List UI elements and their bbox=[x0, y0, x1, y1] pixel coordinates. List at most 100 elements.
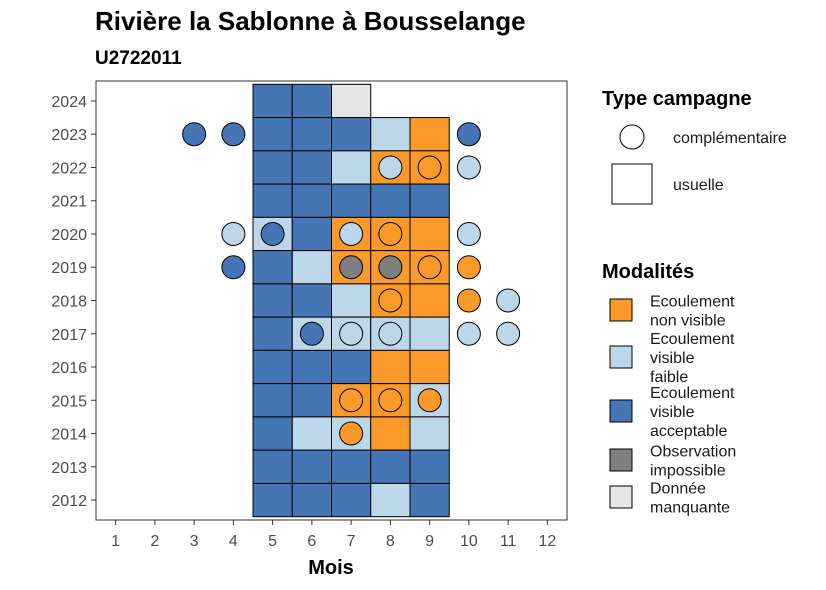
y-tick-label: 2018 bbox=[51, 294, 87, 311]
tile-2015-5 bbox=[252, 383, 293, 418]
point-2018-8 bbox=[378, 288, 403, 313]
point-2017-11 bbox=[496, 321, 521, 346]
y-tick-label: 2022 bbox=[51, 160, 87, 177]
x-axis-title: Mois bbox=[308, 557, 354, 579]
legend-swatch bbox=[609, 298, 633, 322]
x-tick-label: 6 bbox=[307, 533, 316, 550]
tile-2021-6 bbox=[291, 183, 332, 218]
tile-2012-7 bbox=[331, 482, 372, 518]
tile-2012-6 bbox=[291, 482, 332, 518]
tile-2012-8 bbox=[370, 482, 411, 518]
y-tick-label: 2017 bbox=[51, 327, 87, 344]
y-tick-label: 2012 bbox=[51, 493, 87, 510]
tile-2016-9 bbox=[409, 349, 450, 385]
legend-swatch bbox=[609, 485, 633, 509]
point-2017-6 bbox=[299, 321, 324, 346]
point-2020-8 bbox=[378, 221, 403, 246]
legend-modalite-label: Ecoulement visible faible bbox=[650, 331, 735, 386]
point-2019-9 bbox=[417, 255, 442, 280]
point-2023-4 bbox=[221, 122, 246, 147]
tile-2017-5 bbox=[252, 316, 293, 351]
point-2015-8 bbox=[378, 388, 403, 413]
point-2023-3 bbox=[182, 122, 207, 147]
tile-2019-6 bbox=[291, 250, 332, 285]
point-2019-7 bbox=[339, 255, 364, 280]
y-tick-label: 2024 bbox=[51, 94, 87, 111]
y-tick-label: 2015 bbox=[51, 393, 87, 410]
tile-2022-5 bbox=[252, 150, 293, 185]
tile-2021-7 bbox=[331, 183, 372, 218]
point-2019-4 bbox=[221, 255, 246, 280]
point-2015-9 bbox=[417, 388, 442, 413]
point-2022-8 bbox=[378, 155, 403, 180]
y-axis: 2012 2013 2014 2015 2016 2017 2018 2019 2020 2021… bbox=[51, 94, 96, 510]
point-2017-8 bbox=[378, 321, 403, 346]
legend-modalite-label: Ecoulement visible acceptable bbox=[650, 385, 735, 440]
plot-area bbox=[95, 80, 568, 521]
point-2019-8 bbox=[378, 255, 403, 280]
tile-2013-6 bbox=[291, 449, 332, 484]
legend-modalite-label: Ecoulement non visible bbox=[650, 294, 735, 330]
tile-2016-7 bbox=[331, 349, 372, 385]
point-2020-5 bbox=[260, 221, 285, 246]
tile-2018-7 bbox=[331, 283, 372, 318]
tile-2014-5 bbox=[252, 416, 293, 451]
y-tick-label: 2021 bbox=[51, 194, 87, 211]
point-2023-10 bbox=[456, 122, 481, 147]
point-2018-11 bbox=[496, 288, 521, 313]
tile-2018-6 bbox=[291, 283, 332, 318]
x-tick-label: 1 bbox=[111, 533, 120, 550]
tile-2021-8 bbox=[370, 183, 411, 218]
point-2020-7 bbox=[339, 221, 364, 246]
tile-2016-6 bbox=[291, 349, 332, 385]
legend-circle-symbol bbox=[619, 124, 645, 150]
tile-2023-5 bbox=[252, 117, 293, 152]
tile-2023-7 bbox=[331, 117, 372, 152]
y-tick-label: 2020 bbox=[51, 227, 87, 244]
y-tick-label: 2013 bbox=[51, 460, 87, 477]
tile-2020-9 bbox=[409, 216, 450, 252]
tile-2015-6 bbox=[291, 383, 332, 418]
point-2022-10 bbox=[456, 155, 481, 180]
point-2014-7 bbox=[339, 421, 364, 446]
tile-2016-5 bbox=[252, 349, 293, 385]
chart-title: Rivière la Sablonne à Bousselange bbox=[95, 6, 526, 36]
legend-modalite-label: Donnée manquante bbox=[650, 481, 730, 517]
point-2020-4 bbox=[221, 221, 246, 246]
tile-2014-6 bbox=[291, 416, 332, 451]
legend-modalite-label: Observation impossible bbox=[650, 444, 736, 480]
tile-2021-5 bbox=[252, 183, 293, 218]
tile-2024-5 bbox=[252, 83, 293, 119]
legend-type-label-complementaire: complémentaire bbox=[673, 130, 787, 147]
tile-2021-9 bbox=[409, 183, 450, 218]
x-tick-label: 7 bbox=[347, 533, 356, 550]
x-tick-label: 2 bbox=[150, 533, 159, 550]
chart-subtitle: U2722011 bbox=[95, 48, 182, 69]
legend-modalites-title: Modalités bbox=[602, 261, 694, 283]
tile-2018-5 bbox=[252, 283, 293, 318]
x-tick-label: 10 bbox=[460, 533, 478, 550]
tile-2017-9 bbox=[409, 316, 450, 351]
x-axis: 1 2 3 4 5 6 7 8 9 10 11 12 bbox=[111, 520, 556, 550]
point-2019-10 bbox=[456, 255, 481, 280]
tile-2022-6 bbox=[291, 150, 332, 185]
x-tick-label: 9 bbox=[425, 533, 434, 550]
tile-2022-7 bbox=[331, 150, 372, 185]
tile-2013-7 bbox=[331, 449, 372, 484]
legend-swatch bbox=[609, 399, 633, 423]
point-2020-10 bbox=[456, 221, 481, 246]
tile-2013-9 bbox=[409, 449, 450, 484]
y-tick-label: 2016 bbox=[51, 360, 87, 377]
tile-2014-9 bbox=[409, 416, 450, 451]
tile-2024-6 bbox=[291, 83, 332, 119]
tile-2018-9 bbox=[409, 283, 450, 318]
x-tick-label: 5 bbox=[268, 533, 277, 550]
point-2022-9 bbox=[417, 155, 442, 180]
y-tick-label: 2023 bbox=[51, 127, 87, 144]
legend-square-symbol bbox=[611, 163, 653, 205]
y-tick-label: 2019 bbox=[51, 260, 87, 277]
legend-swatch bbox=[609, 448, 633, 472]
tile-2012-9 bbox=[409, 482, 450, 518]
legend-modalites: Modalités Ecoulement non visibleEcoulemen… bbox=[602, 261, 736, 517]
